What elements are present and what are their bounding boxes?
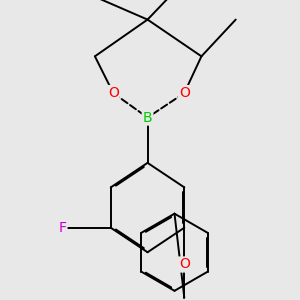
Text: F: F	[58, 221, 66, 235]
Text: B: B	[143, 111, 152, 124]
Text: O: O	[108, 86, 119, 100]
Text: O: O	[179, 86, 190, 100]
Text: O: O	[179, 257, 190, 272]
